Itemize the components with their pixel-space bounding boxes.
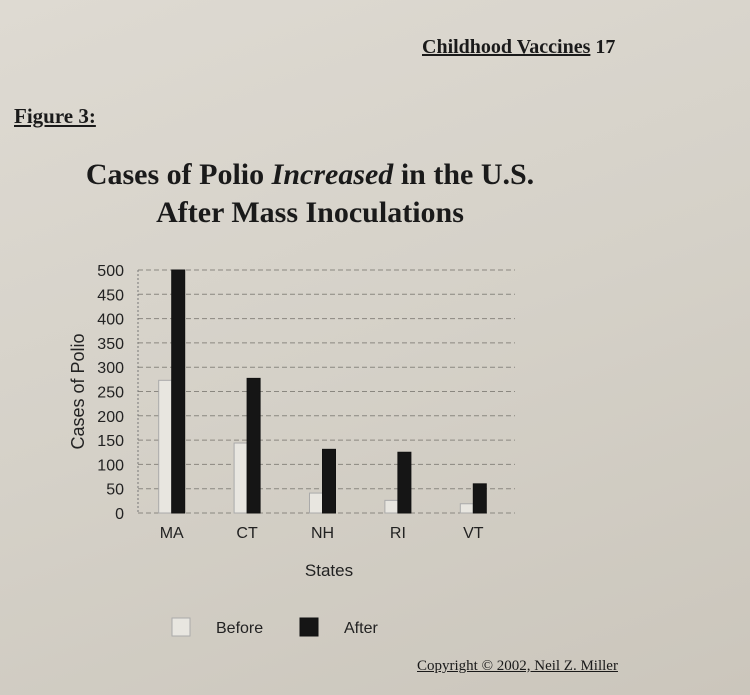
title-line2: After Mass Inoculations <box>156 196 464 229</box>
legend-label-before: Before <box>216 620 263 637</box>
bar-before-vt <box>459 503 474 514</box>
x-tick-label: MA <box>160 525 184 542</box>
x-tick-label: NH <box>311 525 334 542</box>
y-axis-label: Cases of Polio <box>68 333 88 449</box>
bar-after-ri <box>397 451 412 514</box>
running-header: Childhood Vaccines 17 <box>422 36 615 59</box>
y-tick-label: 50 <box>106 482 124 499</box>
y-tick-label: 300 <box>97 360 124 377</box>
title-part1: Cases of Polio <box>85 158 272 191</box>
header-title: Childhood Vaccines <box>422 36 591 58</box>
x-tick-label: VT <box>463 525 484 542</box>
bar-after-vt <box>472 483 487 514</box>
y-tick-label: 250 <box>97 385 124 402</box>
y-tick-label: 0 <box>115 506 124 523</box>
y-tick-label: 350 <box>97 336 124 353</box>
y-tick-label: 450 <box>97 287 124 304</box>
y-tick-label: 200 <box>97 409 124 426</box>
x-tick-label: CT <box>236 525 258 542</box>
y-tick-label: 150 <box>97 433 124 450</box>
x-tick-label: RI <box>390 525 406 542</box>
bar-before-ct <box>233 442 248 514</box>
chart-title: Cases of Polio Increased in the U.S. Aft… <box>0 156 620 232</box>
bar-before-ma <box>158 379 173 514</box>
copyright: Copyright © 2002, Neil Z. Miller <box>417 658 618 674</box>
bar-before-ri <box>384 499 399 514</box>
title-emphasis: Increased <box>271 158 394 191</box>
bar-before-nh <box>309 492 323 514</box>
y-tick-label: 400 <box>97 312 124 329</box>
bar-after-ma <box>171 269 186 514</box>
legend-swatch-before <box>171 617 191 637</box>
x-axis-label: States <box>305 561 353 580</box>
y-tick-label: 100 <box>97 457 124 474</box>
bar-after-ct <box>246 377 261 514</box>
page-number: 17 <box>595 36 616 58</box>
legend-swatch-after <box>299 617 319 637</box>
y-tick-label: 500 <box>97 263 124 280</box>
legend-label-after: After <box>344 620 378 637</box>
title-part2: in the U.S. <box>393 158 535 191</box>
figure-label: Figure 3: <box>14 104 96 128</box>
bar-after-nh <box>322 448 336 514</box>
